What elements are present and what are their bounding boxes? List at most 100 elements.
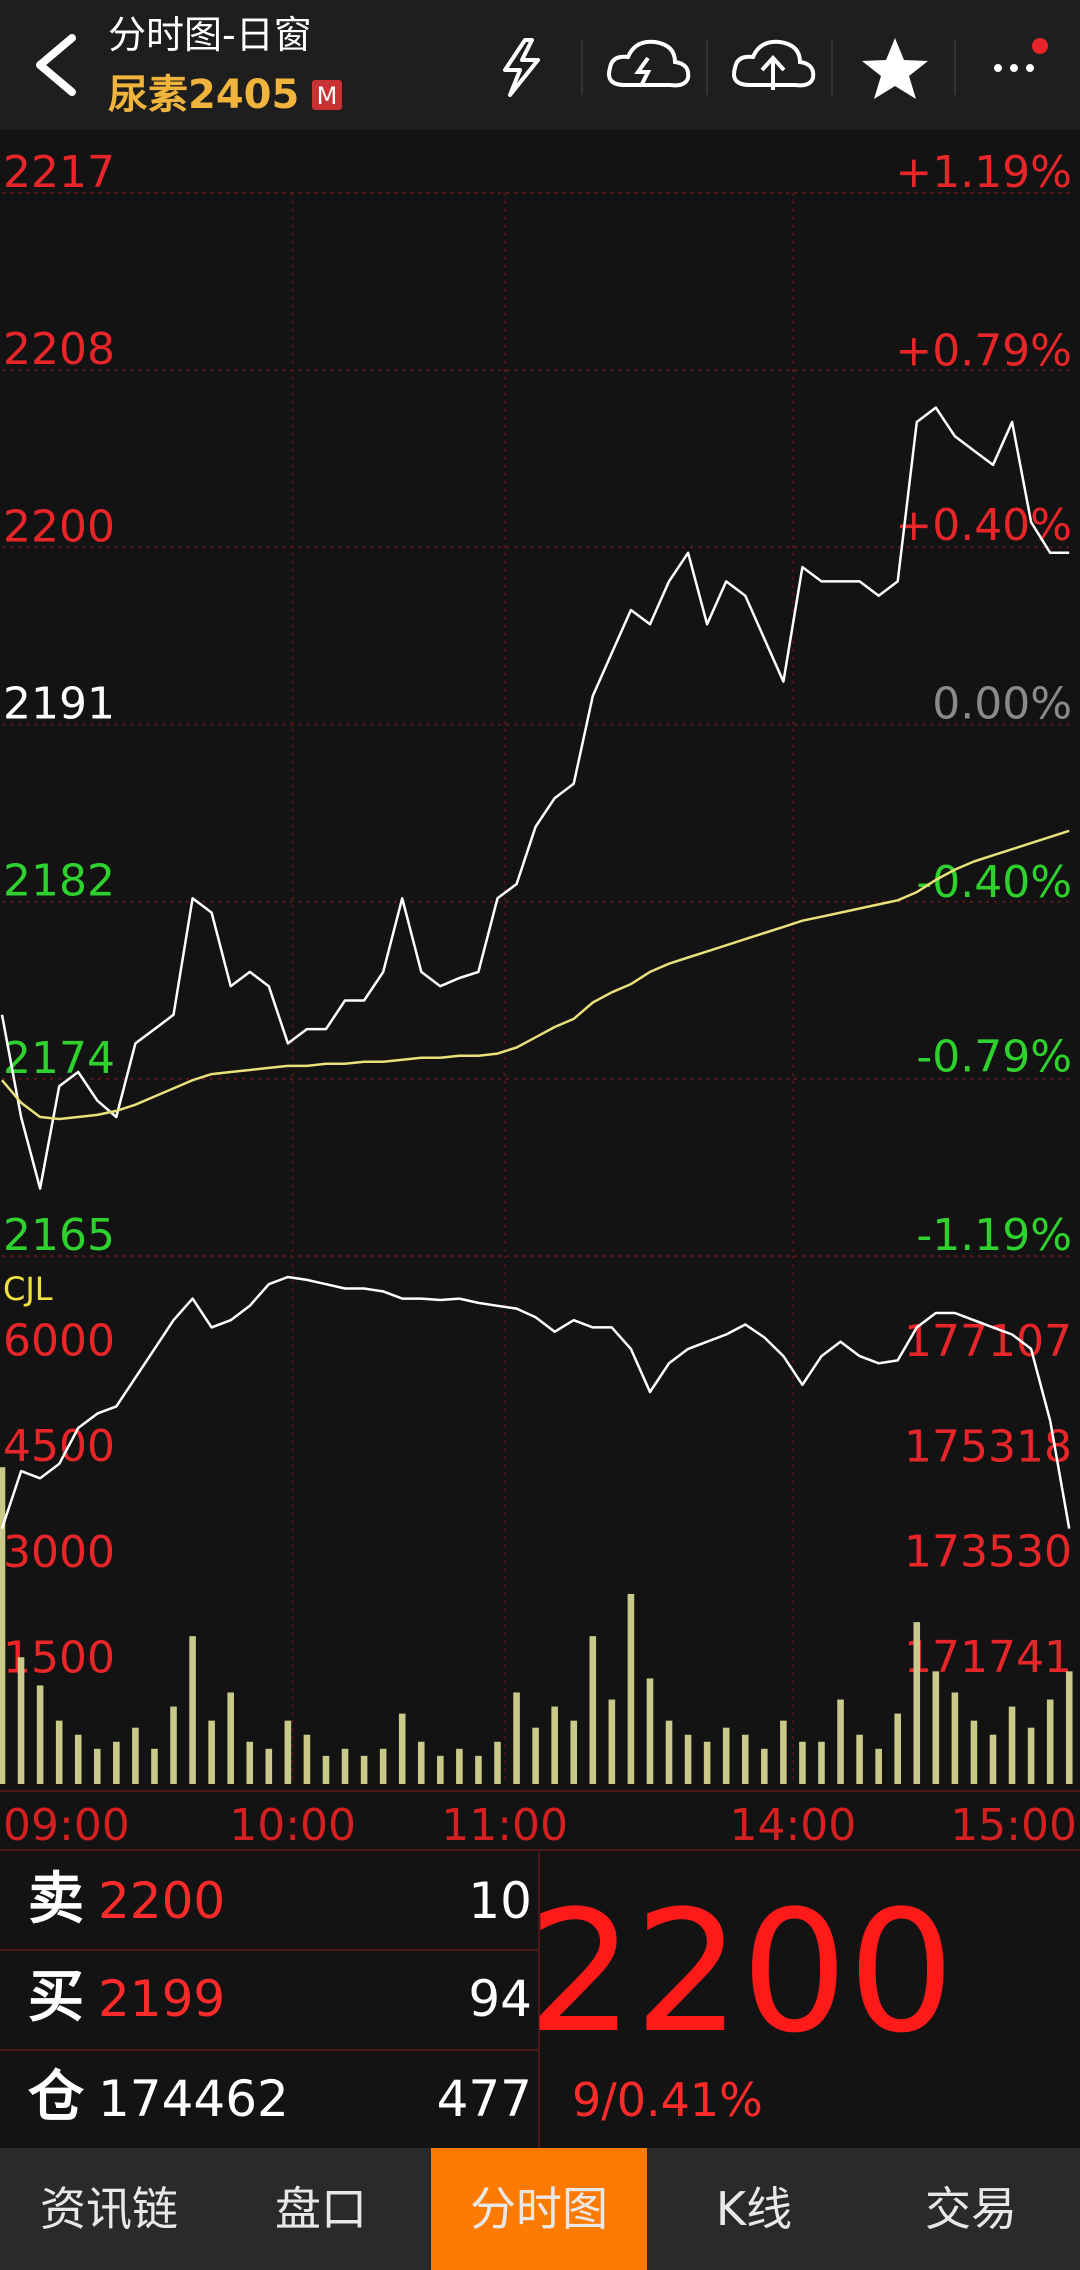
y2-tick-label: 173530 <box>904 1527 1072 1578</box>
volume-bar <box>398 1713 406 1784</box>
y2-tick-label: 177107 <box>904 1316 1072 1367</box>
notification-dot <box>1032 38 1048 54</box>
volume-bar <box>36 1685 44 1784</box>
x-tick-label: 09:00 <box>3 1800 130 1851</box>
volume-bar <box>989 1734 997 1784</box>
tab-label[interactable]: 资讯链 <box>40 2182 178 2236</box>
y-tick-label: 6000 <box>3 1316 115 1367</box>
volume-bar <box>646 1678 654 1784</box>
row-label: 卖 <box>28 1867 84 1932</box>
y2-tick-label: -0.79% <box>916 1031 1072 1082</box>
header-symbol: 尿素2405 <box>108 72 299 118</box>
series-line <box>0 406 1070 1190</box>
row-label: 买 <box>28 1965 84 2030</box>
volume-bar <box>151 1748 158 1784</box>
row-label: 仓 <box>28 2065 85 2130</box>
volume-bar <box>589 1636 597 1784</box>
y2-tick-label: 0.00% <box>932 679 1072 730</box>
volume-bar <box>1008 1706 1016 1784</box>
volume-bar <box>665 1720 673 1784</box>
y2-tick-label: 175318 <box>904 1421 1072 1472</box>
volume-bar <box>951 1692 959 1784</box>
volume-bar <box>246 1741 254 1784</box>
volume-bar <box>627 1593 635 1784</box>
tab-label[interactable]: 分时图 <box>470 2182 608 2236</box>
row-volume: 94 <box>468 1970 532 2028</box>
volume-bar <box>761 1748 768 1784</box>
tab-label[interactable]: K线 <box>716 2182 792 2236</box>
volume-bar <box>322 1755 330 1784</box>
y2-tick-label: -1.19% <box>916 1210 1072 1261</box>
row-price: 174462 <box>98 2070 289 2128</box>
volume-bar <box>932 1671 940 1784</box>
tabs: 资讯链 盘口 分时图 K线 交易 <box>40 2148 1017 2270</box>
volume-bar <box>132 1727 139 1784</box>
volume-bar <box>894 1713 902 1784</box>
volume-bar <box>93 1748 101 1784</box>
volume-bar <box>875 1748 882 1784</box>
volume-bar <box>608 1699 616 1784</box>
volume-bar <box>780 1720 787 1784</box>
x-tick-label: 10:00 <box>229 1800 356 1851</box>
volume-bar <box>284 1720 292 1784</box>
y2-tick-label: +1.19% <box>895 147 1072 198</box>
cloud-flash-bolt <box>634 56 652 85</box>
x-tick-label: 14:00 <box>729 1800 856 1851</box>
more-icon[interactable] <box>994 64 1034 72</box>
flash-icon[interactable] <box>503 38 540 97</box>
series-line <box>0 1275 1071 1529</box>
volume-bar <box>437 1755 444 1784</box>
header-title: 分时图-日窗 <box>108 13 312 57</box>
y-tick-label: 2200 <box>3 501 115 552</box>
y-tick-label: 2174 <box>3 1033 115 1084</box>
favorite-icon[interactable] <box>862 38 928 99</box>
volume-bar <box>532 1727 539 1784</box>
badge-bg <box>312 80 342 110</box>
volume-bar <box>208 1720 215 1784</box>
volume-bar <box>1046 1699 1054 1784</box>
series-line <box>1 829 1070 1121</box>
volume-bar <box>513 1692 520 1784</box>
y2-tick-label: 171741 <box>904 1632 1072 1683</box>
y2-tick-label: +0.79% <box>895 326 1072 377</box>
volume-bar <box>703 1741 711 1784</box>
volume-bar <box>265 1748 273 1784</box>
last-price: 2200 <box>527 1874 955 2070</box>
volume-bar <box>494 1741 501 1784</box>
volume-bar <box>1027 1727 1035 1784</box>
volume-bar <box>818 1741 825 1784</box>
volume-bar <box>189 1636 196 1784</box>
y2-tick-label: -0.40% <box>916 857 1072 908</box>
volume-bar <box>741 1734 749 1784</box>
volume-bar <box>170 1706 177 1784</box>
volume-bar <box>417 1741 425 1784</box>
volume-bar <box>722 1727 730 1784</box>
volume-bar <box>17 1657 25 1784</box>
cloud-flash-icon[interactable] <box>607 39 691 88</box>
row-volume: 477 <box>437 2070 532 2128</box>
tab-label[interactable]: 盘口 <box>275 2182 367 2236</box>
row-volume: 10 <box>468 1872 532 1930</box>
volume-bar <box>113 1741 120 1784</box>
tab-label[interactable]: 交易 <box>925 2182 1017 2236</box>
volume-bar <box>456 1748 463 1784</box>
cloud-upload-arrow <box>760 55 786 90</box>
row-price: 2200 <box>98 1872 225 1930</box>
volume-bar <box>970 1720 978 1784</box>
x-tick-label: 11:00 <box>441 1800 568 1851</box>
volume-bar <box>341 1748 349 1784</box>
header-badge: M <box>317 82 338 110</box>
price-change: 9/0.41% <box>572 2073 763 2127</box>
active-tab-bg <box>431 2148 647 2270</box>
volume-bar <box>799 1741 806 1784</box>
volume-bar <box>684 1734 692 1784</box>
charts: 2217 2208 2200 2191 2182 2174 2165 +1.19% +0.79%… <box>0 147 1080 1851</box>
volume-bar <box>913 1622 921 1784</box>
volume-bar <box>570 1720 578 1784</box>
cloud-upload-icon[interactable] <box>732 39 816 88</box>
y-tick-label: 2191 <box>3 679 115 730</box>
back-button[interactable] <box>36 34 76 96</box>
volume-bar <box>837 1699 844 1784</box>
